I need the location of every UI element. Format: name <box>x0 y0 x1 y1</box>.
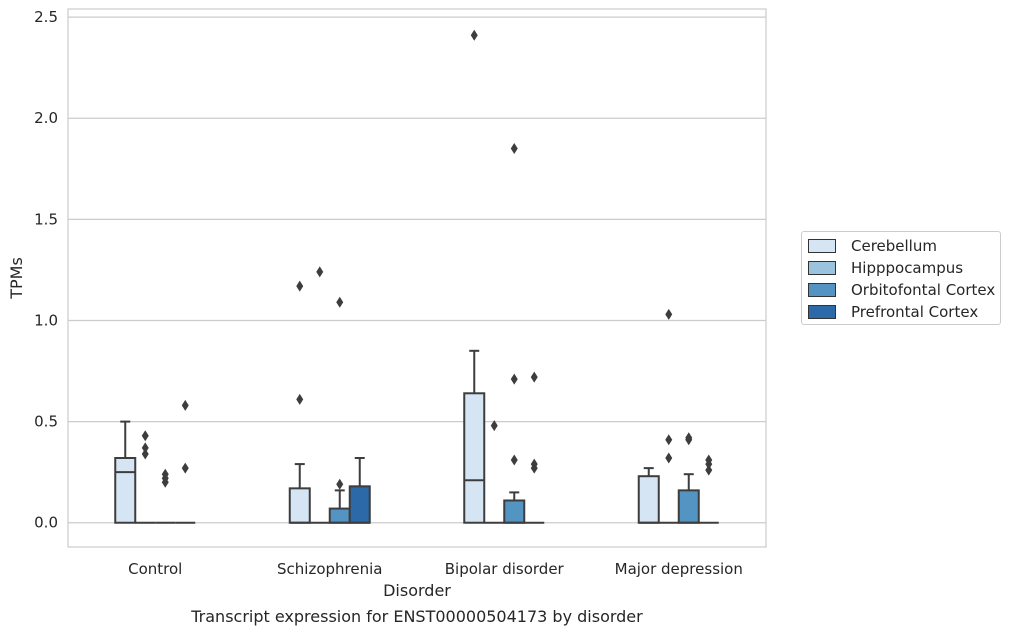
box-body <box>677 489 700 524</box>
chart-title: Transcript expression for ENST0000050417… <box>190 607 643 626</box>
outlier-point <box>705 454 713 466</box>
outliers <box>141 29 713 490</box>
outlier-point <box>490 420 498 432</box>
box-cerebellum <box>114 420 137 524</box>
x-tick-label: Control <box>128 560 182 578</box>
y-tick-label: 0.0 <box>34 514 58 532</box>
boxes <box>114 349 719 524</box>
legend-label: Cerebellum <box>851 237 937 255</box>
legend-swatch <box>808 261 836 275</box>
box-body <box>463 392 486 524</box>
legend-item: Prefrontal Cortex <box>808 301 1000 323</box>
outlier-point <box>336 478 344 490</box>
outlier-point <box>665 452 673 464</box>
outlier-point <box>685 432 693 444</box>
outlier-point <box>530 371 538 383</box>
legend-label: Hipppocampus <box>851 259 964 277</box>
outlier-point <box>181 462 189 474</box>
y-tick-label: 1.0 <box>34 311 58 329</box>
outlier-point <box>665 434 673 446</box>
plot-frame <box>67 8 767 548</box>
y-axis-label: TPMs <box>7 257 26 300</box>
y-tick-label: 2.5 <box>34 8 58 26</box>
legend-item: Hipppocampus <box>808 257 1000 279</box>
outlier-point <box>510 373 518 385</box>
box-orbitofontal-cortex <box>677 473 700 524</box>
outlier-point <box>510 143 518 155</box>
box-body <box>348 485 371 524</box>
box-body <box>288 487 311 524</box>
x-tick-label: Major depression <box>615 560 743 578</box>
x-axis-label: Disorder <box>383 581 451 600</box>
outlier-point <box>336 296 344 308</box>
box-orbitofontal-cortex <box>503 491 526 524</box>
outlier-point <box>316 266 324 278</box>
outlier-point <box>161 468 169 480</box>
legend-item: Cerebellum <box>808 235 1000 257</box>
box-body <box>503 499 526 524</box>
x-tick-label: Bipolar disorder <box>445 560 565 578</box>
outlier-point <box>296 280 304 292</box>
outlier-point <box>530 458 538 470</box>
box-cerebellum <box>637 467 660 524</box>
x-tick-labels: Control Schizophrenia Bipolar disorder Majo… <box>128 560 743 578</box>
outlier-point <box>141 448 149 460</box>
outlier-point <box>705 464 713 476</box>
legend-swatch <box>808 283 836 297</box>
outlier-point <box>470 29 478 41</box>
y-tick-label: 1.5 <box>34 210 58 228</box>
box-cerebellum <box>288 463 311 524</box>
outlier-point <box>510 454 518 466</box>
y-tick-label: 0.5 <box>34 413 58 431</box>
box-prefrontal-cortex <box>348 457 371 524</box>
outlier-point <box>296 393 304 405</box>
y-tick-label: 2.0 <box>34 109 58 127</box>
outlier-point <box>141 442 149 454</box>
outlier-point <box>665 308 673 320</box>
legend-label: Prefrontal Cortex <box>851 303 979 321</box>
box-cerebellum <box>463 349 486 524</box>
outlier-point <box>181 399 189 411</box>
legend: Cerebellum Hipppocampus Orbitofontal Corte… <box>801 231 1001 325</box>
legend-swatch <box>808 239 836 253</box>
y-tick-labels: 0.0 0.5 1.0 1.5 2.0 2.5 <box>34 8 58 532</box>
legend-label: Orbitofontal Cortex <box>851 281 996 299</box>
box-body <box>328 507 351 524</box>
box-body <box>114 457 137 524</box>
outlier-point <box>141 430 149 442</box>
grid-lines <box>68 16 766 524</box>
box-orbitofontal-cortex <box>328 489 351 524</box>
x-tick-label: Schizophrenia <box>277 560 382 578</box>
legend-item: Orbitofontal Cortex <box>808 279 1000 301</box>
box-body <box>637 475 660 524</box>
legend-swatch <box>808 305 836 319</box>
